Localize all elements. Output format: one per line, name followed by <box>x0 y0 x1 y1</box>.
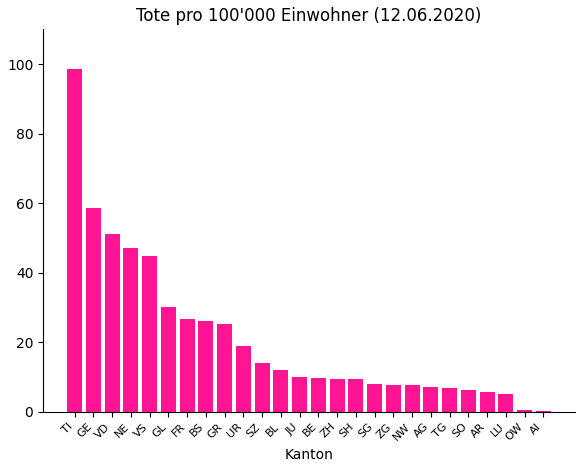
Bar <box>123 248 139 412</box>
Bar <box>217 324 232 412</box>
Bar <box>367 384 382 412</box>
Bar <box>198 321 214 412</box>
Bar <box>386 385 401 412</box>
Bar <box>349 379 363 412</box>
Bar <box>442 388 457 412</box>
Bar <box>480 392 495 412</box>
Bar <box>161 307 176 412</box>
Bar <box>86 208 101 412</box>
Title: Tote pro 100'000 Einwohner (12.06.2020): Tote pro 100'000 Einwohner (12.06.2020) <box>136 7 482 25</box>
Bar <box>423 387 438 412</box>
Bar <box>404 385 420 412</box>
Bar <box>311 378 326 412</box>
Bar <box>292 377 307 412</box>
Bar <box>461 390 476 412</box>
Bar <box>68 69 82 412</box>
X-axis label: Kanton: Kanton <box>285 448 333 462</box>
Bar <box>329 378 345 412</box>
Bar <box>180 318 195 412</box>
Bar <box>498 393 513 412</box>
Bar <box>274 370 289 412</box>
Bar <box>105 234 120 412</box>
Bar <box>255 363 269 412</box>
Bar <box>236 346 251 412</box>
Bar <box>142 256 157 412</box>
Bar <box>536 411 551 412</box>
Bar <box>517 410 532 412</box>
